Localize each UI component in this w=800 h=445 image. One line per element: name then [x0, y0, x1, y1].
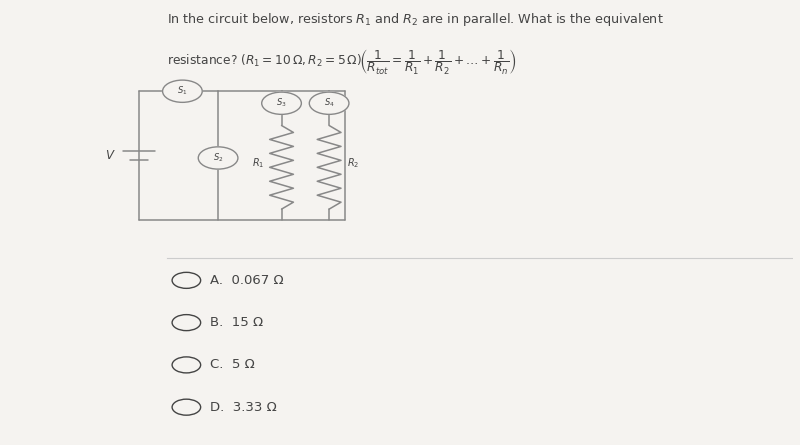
Circle shape: [162, 80, 202, 102]
Text: $S_2$: $S_2$: [213, 152, 223, 164]
Text: C.  5 Ω: C. 5 Ω: [210, 358, 255, 372]
Circle shape: [262, 92, 302, 114]
Circle shape: [310, 92, 349, 114]
Text: $R_2$: $R_2$: [346, 156, 359, 170]
Text: A.  0.067 Ω: A. 0.067 Ω: [210, 274, 284, 287]
Text: $S_3$: $S_3$: [276, 97, 287, 109]
Text: resistance? $(R_1 = 10\,\Omega, R_2 = 5\,\Omega)\!\left(\dfrac{1}{R_{tot}} = \df: resistance? $(R_1 = 10\,\Omega, R_2 = 5\…: [166, 47, 517, 76]
Text: D.  3.33 Ω: D. 3.33 Ω: [210, 400, 277, 414]
Text: $R_1$: $R_1$: [252, 156, 264, 170]
Text: B.  15 Ω: B. 15 Ω: [210, 316, 263, 329]
Text: $S_1$: $S_1$: [177, 85, 188, 97]
Text: V: V: [106, 149, 114, 162]
Circle shape: [198, 147, 238, 169]
Text: In the circuit below, resistors $R_1$ and $R_2$ are in parallel. What is the equ: In the circuit below, resistors $R_1$ an…: [166, 11, 663, 28]
Text: $S_4$: $S_4$: [324, 97, 334, 109]
